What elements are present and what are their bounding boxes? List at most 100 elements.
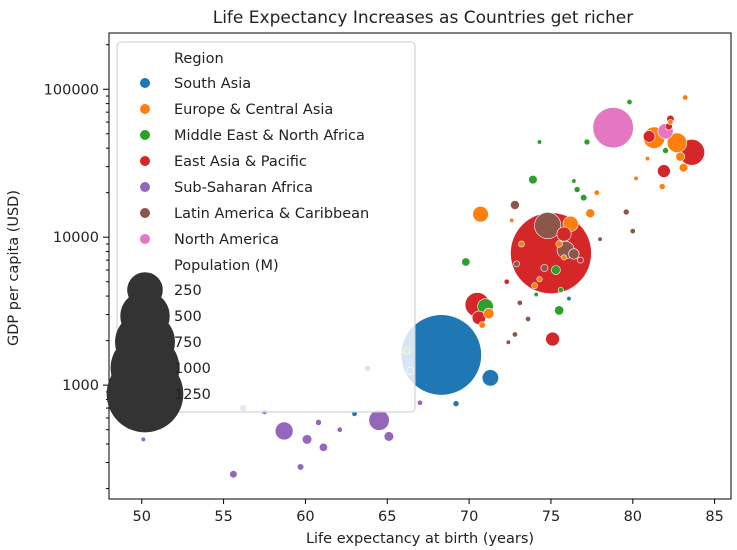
legend-region-title: Region (174, 51, 224, 67)
legend-marker-6 (140, 234, 150, 244)
data-point-2-11 (571, 178, 577, 184)
legend-size-marker-4 (106, 355, 184, 433)
data-point-0-4 (566, 295, 572, 302)
data-point-2-2 (554, 305, 565, 316)
data-points (140, 94, 705, 479)
data-point-5-5 (629, 228, 636, 235)
data-point-3-9 (642, 130, 656, 143)
data-point-2-8 (662, 147, 669, 154)
data-point-1-17 (644, 156, 651, 162)
axes: 50 55 60 65 70 75 80 85 1000 10000 100000 (44, 32, 732, 525)
data-point-3-6 (545, 331, 560, 347)
data-point-1-16 (667, 119, 674, 126)
data-point-3-10 (577, 256, 584, 264)
data-point-2-5 (580, 194, 588, 202)
x-tick-label: 55 (214, 509, 232, 525)
legend-size-label-3: 1000 (174, 361, 211, 377)
data-point-5-9 (511, 331, 518, 338)
data-point-5-6 (513, 260, 520, 268)
data-point-4-4 (318, 442, 328, 452)
data-point-2-7 (626, 99, 633, 105)
x-tick-label: 60 (296, 509, 314, 525)
data-point-4-1 (368, 409, 390, 431)
data-point-5-11 (525, 316, 532, 322)
data-point-1-14 (633, 175, 639, 181)
data-point-1-12 (531, 282, 538, 290)
data-point-5-7 (540, 264, 549, 272)
data-point-3-5 (657, 164, 671, 178)
x-tick-label: 75 (542, 509, 560, 525)
data-point-5-2 (568, 248, 580, 260)
legend-marker-2 (140, 130, 150, 140)
data-point-0-2 (452, 400, 460, 407)
legend-label-5: Latin America & Caribbean (174, 206, 369, 222)
legend-label-0: South Asia (174, 76, 251, 92)
data-point-1-18 (509, 217, 515, 223)
data-point-4-7 (140, 436, 146, 442)
data-point-5-0 (534, 212, 562, 239)
legend-label-3: East Asia & Pacific (174, 154, 307, 170)
data-point-4-5 (296, 463, 305, 471)
data-point-5-8 (516, 299, 523, 306)
legend-label-4: Sub-Saharan Africa (174, 180, 313, 196)
data-point-1-19 (561, 254, 568, 261)
data-point-1-6 (585, 208, 596, 219)
data-point-2-1 (551, 265, 561, 275)
x-tick-label: 65 (378, 509, 396, 525)
data-point-5-4 (622, 208, 630, 216)
data-point-4-10 (336, 426, 343, 433)
x-tick-label: 70 (460, 509, 478, 525)
data-point-4-2 (383, 431, 395, 442)
legend-label-2: Middle East & North Africa (174, 128, 365, 144)
data-point-5-3 (510, 200, 520, 210)
legend-marker-4 (140, 182, 150, 192)
legend-marker-1 (140, 104, 150, 114)
chart-title: Life Expectancy Increases as Countries g… (213, 8, 634, 28)
data-point-4-6 (229, 470, 238, 479)
data-point-1-13 (593, 189, 600, 196)
y-axis-label: GDP per capita (USD) (6, 190, 22, 346)
data-point-2-6 (583, 138, 591, 146)
data-point-3-7 (556, 226, 572, 242)
data-point-1-15 (682, 94, 689, 101)
legend-box (116, 41, 416, 413)
data-point-1-8 (555, 240, 563, 248)
y-tick-label: 10000 (53, 230, 99, 246)
data-point-2-4 (461, 257, 471, 267)
legend-marker-3 (140, 156, 150, 166)
data-point-1-9 (518, 240, 525, 248)
data-point-2-13 (557, 286, 564, 293)
data-point-1-3 (675, 151, 686, 162)
data-point-1-10 (483, 307, 495, 320)
x-axis-label: Life expectancy at birth (years) (306, 531, 534, 547)
data-point-1-2 (678, 163, 689, 173)
data-point-4-0 (274, 421, 294, 441)
data-point-0-1 (481, 369, 499, 387)
data-point-1-5 (472, 206, 489, 223)
legend-size-label-4: 1250 (174, 387, 211, 403)
y-tick-label: 1000 (62, 378, 99, 394)
data-point-1-4 (658, 183, 666, 190)
data-point-5-10 (505, 339, 511, 345)
data-point-3-11 (503, 278, 510, 285)
data-point-2-10 (573, 186, 581, 193)
data-point-1-20 (536, 276, 543, 283)
data-point-5-13 (597, 236, 603, 242)
legend-size-label-2: 750 (174, 335, 202, 351)
legend-label-6: North America (174, 232, 279, 248)
data-point-2-14 (533, 291, 539, 298)
x-tick-label: 85 (705, 509, 723, 525)
legend-label-1: Europe & Central Asia (174, 102, 333, 118)
legend-marker-5 (140, 208, 150, 218)
data-point-4-11 (417, 399, 423, 406)
data-point-6-0 (592, 107, 634, 149)
x-tick-label: 50 (133, 509, 151, 525)
x-tick-label: 80 (624, 509, 642, 525)
legend-size-label-1: 500 (174, 309, 202, 325)
data-point-1-1 (666, 132, 688, 153)
legend-marker-0 (140, 78, 150, 88)
data-point-2-9 (536, 139, 543, 145)
data-point-4-3 (301, 434, 313, 445)
data-point-1-11 (478, 321, 486, 329)
